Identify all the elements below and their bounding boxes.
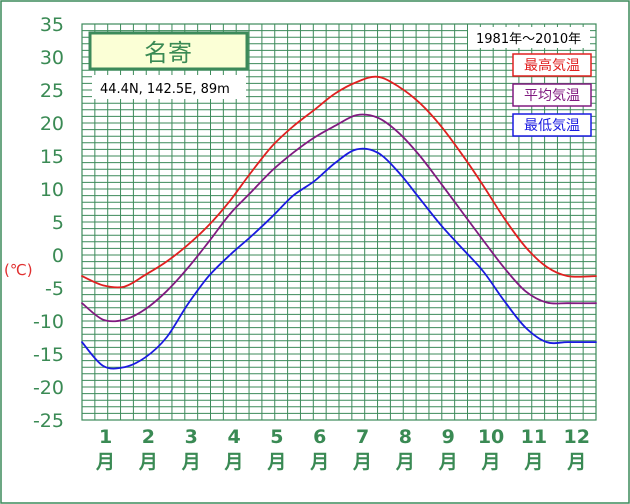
- y-tick-label: -20: [33, 377, 64, 399]
- title-box: [88, 31, 249, 71]
- y-tick-label: 0: [52, 245, 64, 267]
- x-tick-suffix: 月: [95, 451, 115, 473]
- y-tick-label: -25: [33, 410, 64, 432]
- period-box: [468, 27, 590, 48]
- y-axis-unit: (℃): [4, 261, 33, 279]
- legend-entry-max: 最高気温: [524, 57, 580, 74]
- y-tick-label: -15: [33, 344, 64, 366]
- series-line-min: [81, 147, 597, 370]
- x-tick-suffix: 月: [438, 451, 458, 473]
- x-tick-label: 11: [521, 426, 547, 448]
- y-tick-label: 15: [40, 146, 64, 168]
- x-tick-label: 3: [185, 426, 198, 448]
- x-tick-label: 9: [442, 426, 455, 448]
- y-tick-label: 10: [40, 179, 64, 201]
- location-box: [92, 75, 246, 99]
- x-tick-suffix: 月: [138, 451, 158, 473]
- series-line-max: [81, 75, 597, 289]
- y-tick-label: 35: [40, 14, 64, 36]
- legend-entry-mean: 平均気温: [524, 88, 580, 104]
- x-tick-suffix: 月: [481, 451, 501, 473]
- x-axis-ticks: 1 月 2 月 3 月 4 月 5 月 6 月 7 月 8 月 9 月 10 月 11 月 12 月: [95, 426, 590, 473]
- y-tick-label: -10: [33, 311, 64, 333]
- y-tick-label: 30: [40, 47, 64, 69]
- y-axis-ticks: 35 30 25 20 15 10 5 0 -5 -10 -15 -20 -25: [33, 14, 64, 432]
- legend-entry-min: 最低気温: [524, 118, 580, 134]
- x-tick-label: 8: [399, 426, 412, 448]
- x-tick-suffix: 月: [352, 451, 372, 473]
- x-tick-suffix: 月: [523, 451, 543, 473]
- x-tick-label: 7: [356, 426, 369, 448]
- x-tick-label: 5: [270, 426, 283, 448]
- x-tick-label: 2: [142, 426, 155, 448]
- y-tick-label: 5: [52, 212, 64, 234]
- x-tick-suffix: 月: [224, 451, 244, 473]
- series-lines: [81, 75, 597, 370]
- x-tick-suffix: 月: [566, 451, 586, 473]
- x-tick-label: 10: [478, 426, 504, 448]
- x-tick-label: 6: [313, 426, 326, 448]
- chart-title: 名寄: [144, 39, 192, 67]
- y-tick-label: -5: [45, 278, 64, 300]
- x-tick-label: 4: [227, 426, 240, 448]
- x-tick-suffix: 月: [266, 451, 286, 473]
- series-line-mean: [81, 113, 597, 323]
- location-text: 44.4N, 142.5E, 89m: [100, 82, 230, 97]
- legend-entry-max-box: [512, 53, 592, 77]
- x-tick-suffix: 月: [309, 451, 329, 473]
- y-tick-label: 20: [40, 113, 64, 135]
- y-tick-label: 25: [40, 80, 64, 102]
- x-tick-suffix: 月: [395, 451, 415, 473]
- legend-entry-mean-box: [512, 83, 592, 107]
- x-tick-suffix: 月: [181, 451, 201, 473]
- x-tick-label: 12: [563, 426, 589, 448]
- x-tick-label: 1: [99, 426, 112, 448]
- legend-entry-min-box: [512, 113, 592, 137]
- period-text: 1981年〜2010年: [476, 32, 581, 47]
